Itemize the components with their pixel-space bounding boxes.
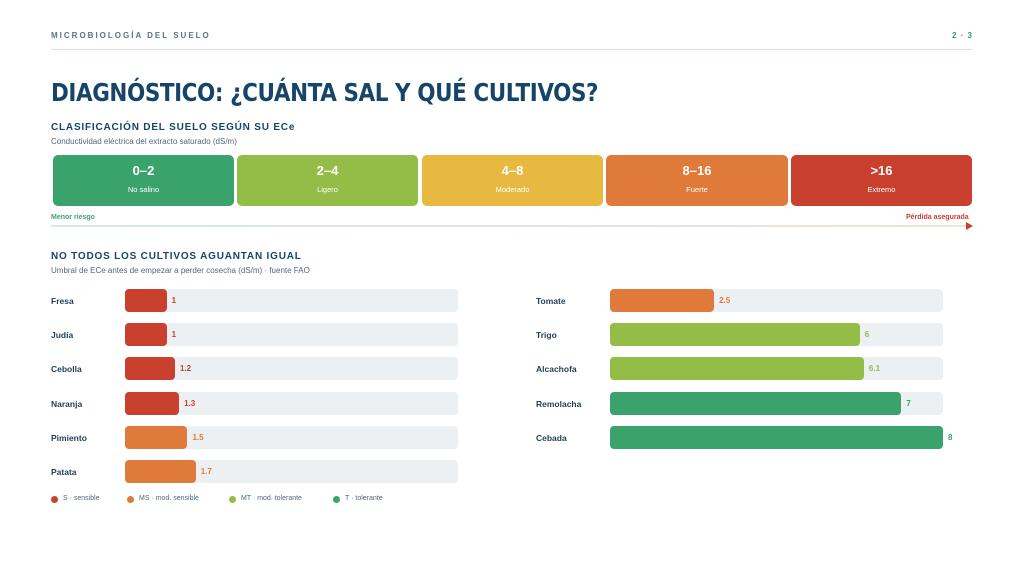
bar-track [610,289,943,312]
crop-label: Tomate [536,296,566,306]
bar-value-label: 6 [864,330,870,340]
salinity-class-range: 0–2 [132,163,155,178]
bar-track [125,289,458,312]
crop-label: Judía [51,330,74,341]
salinity-class-range: 2–4 [316,163,339,178]
bar [125,323,167,347]
legend-dot-t [333,496,340,503]
bar [125,391,180,415]
legend-label: S · sensible [63,495,100,502]
bar-value-label: 1.5 [192,432,204,442]
bar-value-label: 1.2 [179,364,192,374]
legend-dot-s [51,496,58,503]
crop-label: Alcachofa [536,364,577,375]
section-kicker: MICROBIOLOGÍA DEL SUELO [51,31,211,40]
bar-value-label: 1 [171,296,177,305]
crop-label: Fresa [51,296,74,306]
salinity-class-range: >16 [870,163,893,178]
legend-dot-mt [229,496,236,503]
salinity-class-3: 8–16 Fuerte [606,155,788,206]
bar-track [125,357,458,381]
risk-low-label: Menor riesgo [51,214,95,221]
bar-track [610,323,943,347]
risk-arrow-icon [966,222,973,230]
bar-track [125,460,458,483]
bar-value-label: 7 [906,398,911,408]
soil-section-subtitle: Conductividad eléctrica del extracto sat… [51,137,237,146]
bar-track [125,425,458,449]
risk-high-label: Pérdida asegurada [906,214,969,221]
salinity-class-range: 8–16 [682,163,712,178]
bar-track [610,357,943,381]
bar [610,323,860,347]
bar-track [125,323,458,347]
legend-dot-ms [127,496,134,503]
crop-label: Cebolla [51,364,82,375]
top-bar: MICROBIOLOGÍA DEL SUELO 2 · 3 [51,30,973,50]
soil-section-title: CLASIFICACIÓN DEL SUELO SEGÚN SU ECe [51,122,296,133]
legend-label: MS · mod. sensible [139,495,199,502]
salinity-class-range: 4–8 [501,163,524,178]
crop-label: Cebada [536,432,567,443]
crop-label: Remolacha [536,398,582,409]
page-title: DIAGNÓSTICO: ¿CUÁNTA SAL Y QUÉ CULTIVOS? [51,78,599,107]
bar [125,460,196,483]
bar-value-label: 6.1 [868,364,881,374]
salinity-class-label: Fuerte [686,185,708,194]
salinity-class-label: Ligero [317,185,338,194]
salinity-class-label: Moderado [495,185,530,194]
salinity-class-1: 2–4 Ligero [237,155,418,206]
bar [125,289,167,312]
bar-track [610,425,943,449]
crops-section-title: NO TODOS LOS CULTIVOS AGUANTAN IGUAL [51,251,302,262]
salinity-class-4: >16 Extremo [791,155,972,206]
legend-label: MT · mod. tolerante [241,495,302,502]
salinity-class-2: 4–8 Moderado [422,155,603,206]
bar-value-label: 1 [171,330,177,340]
bar [610,391,902,415]
legend: S · sensible MS · mod. sensible MT · mod… [51,495,551,505]
salinity-class-label: No salino [127,185,160,194]
page-number: 2 · 3 [951,31,973,40]
crop-label: Naranja [51,398,83,409]
bar [125,357,175,381]
bar [610,425,943,449]
bar [610,289,715,312]
crop-label: Trigo [536,330,557,341]
bar-value-label: 8 [948,432,953,442]
bar-track [125,391,458,415]
bar-value-label: 1.7 [200,467,212,476]
legend-label: T · tolerante [345,495,383,502]
crop-label: Patata [51,467,77,477]
bar-value-label: 1.3 [184,398,196,408]
salinity-class-label: Extremo [867,185,896,194]
crop-label: Pimiento [51,432,87,443]
bar-track [610,391,943,415]
salinity-scale: 0–2 No salino 2–4 Ligero 4–8 Moderado 8–… [53,155,972,206]
bar-value-label: 2.5 [719,296,731,305]
bar [125,425,188,449]
salinity-class-0: 0–2 No salino [53,155,234,206]
risk-axis-line [51,225,967,227]
crops-section-subtitle: Umbral de ECe antes de empezar a perder … [51,266,310,275]
bar [610,357,864,381]
